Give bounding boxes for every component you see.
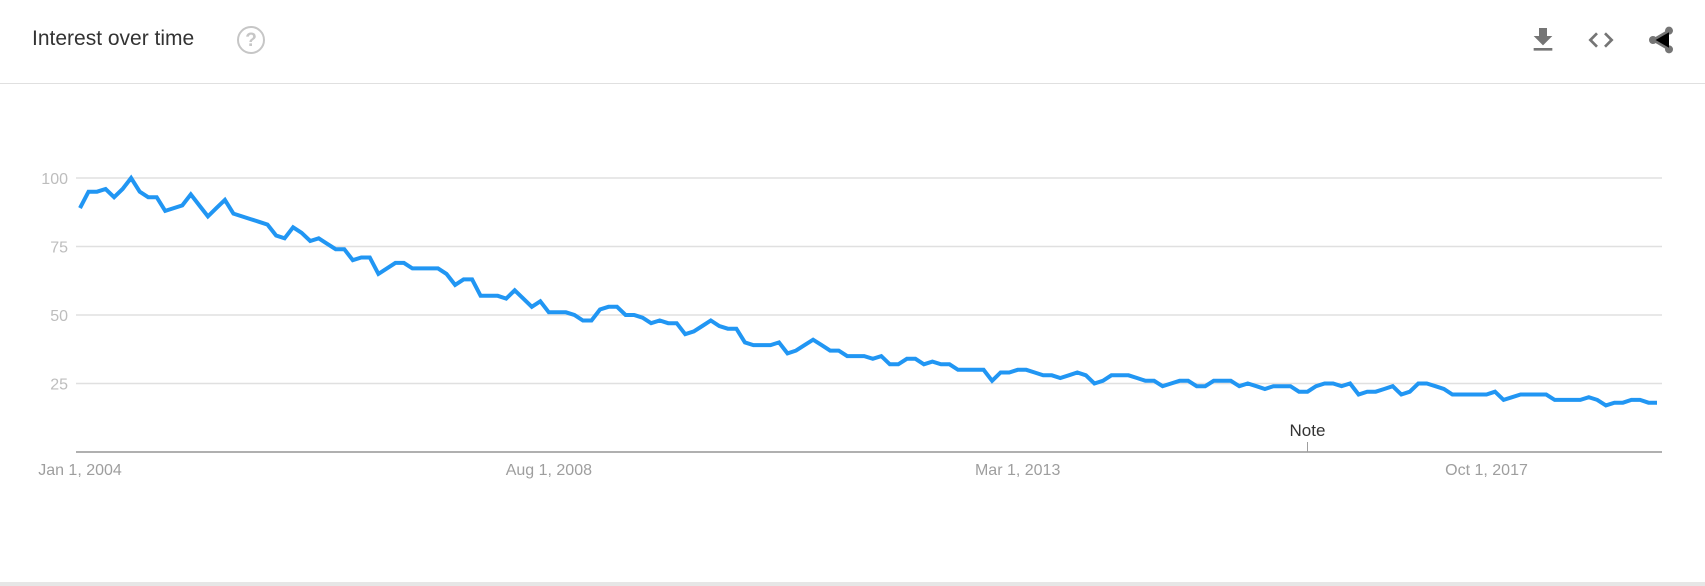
x-tick-label: Aug 1, 2008 [506,462,592,479]
embed-code-icon[interactable] [1585,24,1617,56]
y-tick-label: 50 [50,308,68,325]
help-circle-icon[interactable]: ? [237,26,265,54]
x-tick-label: Jan 1, 2004 [38,462,122,479]
y-tick-label: 100 [41,171,68,188]
download-icon[interactable] [1527,24,1559,56]
y-tick-label: 25 [50,377,68,394]
card-title: Interest over time [32,27,195,50]
x-tick-label: Mar 1, 2013 [975,462,1060,479]
card-header: Interest over time ? [0,0,1705,84]
share-icon[interactable] [1645,24,1677,56]
note-annotation: Note [1290,421,1326,440]
y-tick-label: 75 [50,240,68,257]
x-tick-label: Oct 1, 2017 [1445,462,1528,479]
bottom-border [0,582,1705,586]
interest-over-time-chart: 100 75 50 25 Jan 1, 2004 Aug 1, 2008 Mar 1, 20… [38,171,1662,479]
series-line [78,174,1657,408]
